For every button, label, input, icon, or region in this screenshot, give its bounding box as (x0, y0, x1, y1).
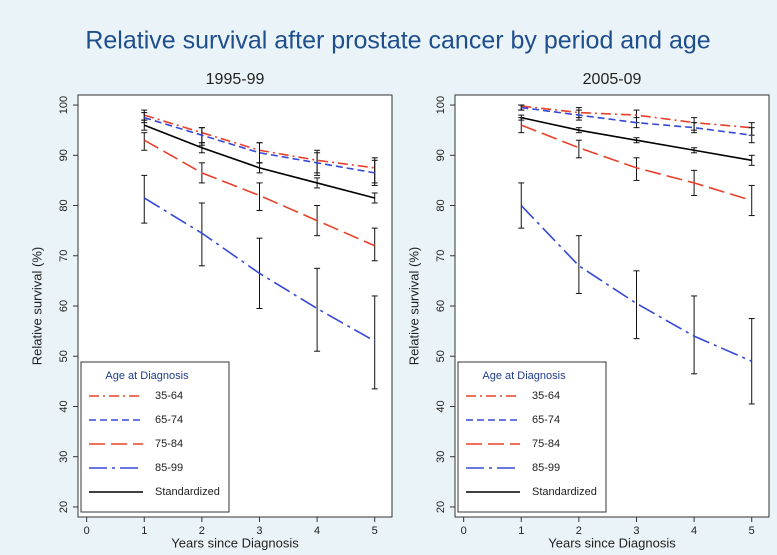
x-tick-label: 3 (256, 525, 262, 537)
y-axis-label: Relative survival (%) (406, 247, 421, 365)
y-tick-label: 90 (58, 149, 70, 161)
figure-title: Relative survival after prostate cancer … (85, 27, 710, 55)
x-tick-label: 0 (84, 525, 90, 537)
y-tick-label: 100 (435, 96, 447, 114)
legend-title: Age at Diagnosis (482, 370, 566, 382)
legend-label: 75-84 (155, 438, 183, 450)
error-bar (314, 152, 321, 176)
error-bar (575, 139, 582, 159)
legend-label: 85-99 (155, 462, 183, 474)
x-tick-label: 5 (749, 525, 755, 537)
error-bar (691, 122, 698, 134)
x-tick-label: 1 (518, 525, 524, 537)
y-tick-label: 100 (58, 96, 70, 114)
legend-label: 35-64 (155, 390, 183, 402)
error-bar (141, 174, 148, 224)
y-tick-label: 60 (58, 300, 70, 312)
legend-box (457, 361, 607, 513)
series-line (520, 204, 753, 362)
series-line (143, 124, 375, 199)
error-bar (691, 295, 698, 375)
legend-box (80, 361, 230, 513)
y-tick-label: 40 (435, 400, 447, 412)
error-bar (141, 132, 148, 151)
y-tick-label: 70 (435, 250, 447, 262)
legend-label: Standardized (155, 486, 220, 498)
y-tick-label: 20 (435, 501, 447, 513)
error-bar (633, 270, 640, 340)
x-axis-label: Years since Diagnosis (548, 535, 676, 550)
y-tick-label: 50 (58, 350, 70, 362)
series-line (144, 116, 375, 174)
y-tick-label: 90 (435, 149, 447, 161)
legend-label: 65-74 (155, 414, 183, 426)
legend-label: Standardized (532, 486, 597, 498)
y-axis-label: Relative survival (%) (29, 247, 44, 365)
y-tick-label: 20 (58, 501, 70, 513)
x-tick-label: 0 (461, 525, 467, 537)
series-line (521, 105, 752, 129)
x-tick-label: 4 (314, 525, 320, 537)
y-tick-label: 50 (435, 350, 447, 362)
error-bar (314, 267, 321, 352)
error-bar (371, 227, 378, 262)
legend-label: 35-64 (532, 390, 560, 402)
error-bar (198, 202, 205, 267)
panel-title: 2005-09 (583, 71, 642, 88)
x-tick-label: 5 (372, 525, 378, 537)
error-bar (371, 295, 378, 390)
y-tick-label: 30 (58, 451, 70, 463)
x-tick-label: 3 (633, 525, 639, 537)
error-bar (575, 235, 582, 294)
legend-label: 85-99 (532, 462, 560, 474)
x-tick-label: 2 (199, 525, 205, 537)
y-tick-label: 80 (435, 199, 447, 211)
y-tick-label: 70 (58, 250, 70, 262)
x-tick-label: 2 (576, 525, 582, 537)
legend-label: 65-74 (532, 414, 560, 426)
x-tick-label: 4 (691, 525, 697, 537)
y-tick-label: 30 (435, 451, 447, 463)
panel-title: 1995-99 (206, 71, 265, 88)
x-tick-label: 1 (141, 525, 147, 537)
y-tick-label: 40 (58, 400, 70, 412)
y-tick-label: 60 (435, 300, 447, 312)
series-line (143, 139, 376, 247)
legend-label: 75-84 (532, 438, 560, 450)
series-line (520, 124, 752, 202)
x-axis-label: Years since Diagnosis (171, 535, 299, 550)
series-line (521, 106, 752, 136)
y-tick-label: 80 (58, 199, 70, 211)
error-bar (256, 182, 263, 212)
series-line (521, 116, 752, 162)
legend-title: Age at Diagnosis (105, 370, 189, 382)
error-bar (633, 157, 640, 181)
series-line (143, 197, 376, 342)
